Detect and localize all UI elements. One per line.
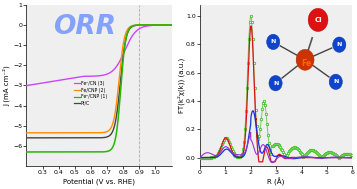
X-axis label: R (Å): R (Å)	[267, 178, 285, 186]
Legend: Feⁿ/CN (3), Fe/CNP (2), Feⁿ/CNP (1), Pt/C: Feⁿ/CN (3), Fe/CNP (2), Feⁿ/CNP (1), Pt/…	[72, 79, 109, 108]
Y-axis label: FT(k²χ(k)) (a.u.): FT(k²χ(k)) (a.u.)	[177, 58, 185, 113]
Text: ORR: ORR	[52, 14, 115, 40]
X-axis label: Potential (V vs. RHE): Potential (V vs. RHE)	[63, 178, 135, 184]
Y-axis label: J (mA cm⁻²): J (mA cm⁻²)	[3, 65, 10, 106]
